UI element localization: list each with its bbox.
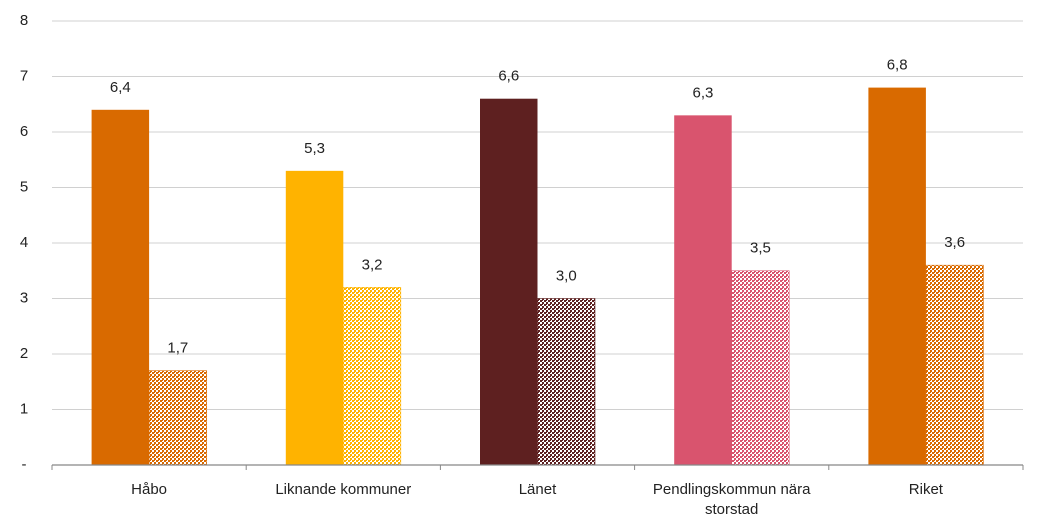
data-label: 6,4 [110, 79, 131, 96]
y-tick-label: 4 [20, 234, 28, 251]
data-label: 3,5 [750, 240, 771, 257]
bar [731, 270, 790, 466]
y-tick-label: - [22, 456, 27, 473]
x-tick-label: Pendlingskommun nära storstad [652, 481, 811, 518]
data-label: 6,6 [498, 68, 519, 85]
bar [674, 115, 732, 465]
data-label: 1,7 [167, 340, 188, 357]
bar [285, 170, 344, 465]
data-label: 5,3 [304, 140, 325, 157]
bar [925, 264, 984, 466]
x-tick-label: Liknande kommuner [275, 481, 412, 498]
y-tick-label: 5 [20, 178, 28, 195]
data-label: 6,3 [693, 84, 714, 101]
x-tick-label: Håbo [131, 481, 168, 498]
x-tick-label: Länet [518, 481, 557, 498]
y-tick-label: 3 [20, 289, 28, 306]
bar [868, 87, 926, 465]
bar [91, 109, 150, 466]
bar [537, 298, 596, 466]
data-label: 6,8 [887, 57, 908, 74]
y-tick-label: 2 [20, 345, 28, 362]
bar [342, 287, 402, 466]
data-label: 3,6 [944, 234, 965, 251]
x-tick-label: Riket [908, 481, 943, 498]
bar [148, 370, 207, 466]
y-tick-label: 6 [20, 123, 28, 140]
data-label: 3,2 [362, 256, 383, 273]
data-label: 3,0 [556, 267, 577, 284]
bar [480, 98, 538, 465]
y-tick-label: 7 [20, 67, 28, 84]
y-tick-label: 1 [20, 400, 28, 417]
y-tick-label: 8 [20, 12, 28, 29]
